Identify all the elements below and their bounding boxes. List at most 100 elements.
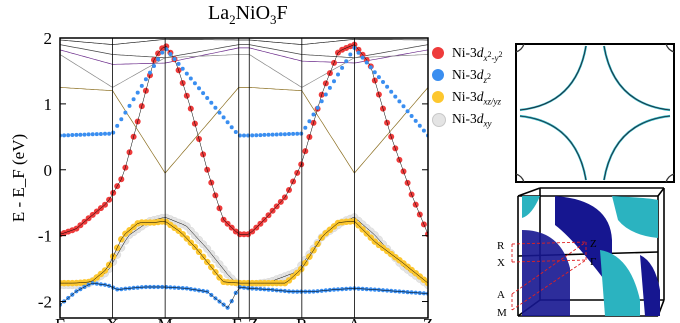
- kpath-line: [511, 241, 587, 245]
- plot-frame: [59, 37, 429, 319]
- band-point: [417, 123, 422, 128]
- fermi-pocket: [515, 43, 525, 53]
- band-point: [62, 133, 67, 138]
- fermi-sheet: [555, 196, 612, 290]
- band-line: [60, 44, 428, 235]
- band-line: [60, 220, 428, 284]
- band-point: [90, 132, 95, 137]
- band-point: [303, 125, 308, 130]
- band-point: [340, 65, 345, 70]
- band-point: [242, 133, 246, 138]
- band-point: [209, 100, 214, 105]
- fermi-sheet: [522, 230, 570, 316]
- band-point: [356, 50, 361, 55]
- band-point: [282, 132, 287, 137]
- band-point: [197, 86, 201, 91]
- band-point: [201, 91, 206, 96]
- y-tick-label: 1: [44, 95, 53, 114]
- band-point: [421, 128, 426, 133]
- kpoint-label: R: [497, 240, 505, 252]
- band-point: [278, 132, 283, 137]
- band-point: [70, 133, 75, 137]
- legend-item-dxy: Ni-3dxy: [432, 108, 503, 130]
- brown-band: [60, 87, 428, 174]
- fermi-pocket: [665, 173, 675, 183]
- band-point: [336, 72, 340, 77]
- series-Ni-3dxz/yz: [60, 217, 428, 287]
- band-point: [205, 96, 210, 100]
- band-point: [217, 110, 222, 115]
- legend: Ni-3dx2-y2 Ni-3dz2 Ni-3dxz/yz Ni-3dxy: [432, 42, 503, 130]
- band-point: [250, 133, 255, 138]
- band-point: [127, 103, 132, 108]
- band-point: [413, 118, 418, 123]
- band-point: [274, 132, 279, 137]
- kpoint-label: A: [497, 289, 505, 301]
- kpath-line: [511, 259, 587, 263]
- band-point: [168, 52, 173, 57]
- band-point: [368, 65, 373, 70]
- bz-square: [515, 43, 675, 183]
- kpoint-label: X: [497, 257, 505, 269]
- band-point: [82, 132, 87, 137]
- band-point: [115, 123, 120, 128]
- x-tick-label: Z: [423, 315, 433, 323]
- fermi-sheet: [612, 196, 658, 238]
- band-point: [156, 57, 161, 62]
- fermi-pocket: [515, 173, 525, 183]
- band-point: [266, 132, 271, 137]
- x-tick-label: Γ: [232, 315, 242, 323]
- x-tick-label: X: [106, 315, 118, 323]
- band-point: [221, 115, 226, 120]
- y-tick-label: -1: [38, 227, 52, 246]
- chart-title: La2NiO3F: [208, 2, 288, 27]
- legend-marker: [432, 113, 446, 127]
- band-point: [131, 97, 136, 102]
- band-point: [344, 59, 349, 64]
- band-point: [233, 130, 238, 134]
- kpoint-label: Z: [590, 238, 597, 250]
- fermi-contour-outline: [603, 115, 671, 181]
- band-point: [405, 109, 410, 114]
- band-point: [139, 83, 144, 88]
- band-point: [287, 132, 291, 136]
- bz-edge: [517, 187, 541, 197]
- band-point: [172, 57, 177, 61]
- fermi-sheet: [600, 250, 640, 316]
- band-point: [409, 114, 414, 118]
- band-point: [327, 85, 332, 90]
- band-point: [295, 131, 300, 136]
- band-point: [135, 90, 140, 95]
- x-tick-label: Z: [248, 315, 258, 323]
- band-point: [152, 64, 156, 68]
- band-point: [160, 50, 165, 55]
- band-point: [270, 132, 275, 137]
- band-point: [184, 71, 189, 76]
- legend-marker: [432, 47, 444, 59]
- kpath-line: [511, 241, 587, 295]
- series-Ni-3dz2: [60, 281, 428, 310]
- x-tick-label: M: [158, 315, 173, 323]
- x-tick-label: R: [296, 315, 308, 323]
- fermi-pocket: [665, 43, 675, 53]
- upper-band-2: [60, 44, 428, 59]
- band-point: [119, 117, 124, 122]
- y-tick-label: 2: [44, 29, 53, 48]
- band-point: [424, 279, 428, 287]
- band-point: [348, 52, 353, 57]
- band-point: [94, 132, 99, 137]
- band-point: [180, 66, 185, 71]
- band-point: [323, 92, 328, 97]
- band-point: [389, 89, 394, 94]
- band-point: [385, 84, 390, 89]
- x-tick-label: A: [348, 315, 361, 323]
- legend-marker: [432, 69, 444, 81]
- legend-item-dz2: Ni-3dz2: [432, 64, 503, 86]
- legend-marker: [432, 91, 444, 103]
- band-point: [229, 125, 234, 130]
- band-point: [176, 61, 181, 66]
- y-tick-label: -2: [38, 293, 52, 312]
